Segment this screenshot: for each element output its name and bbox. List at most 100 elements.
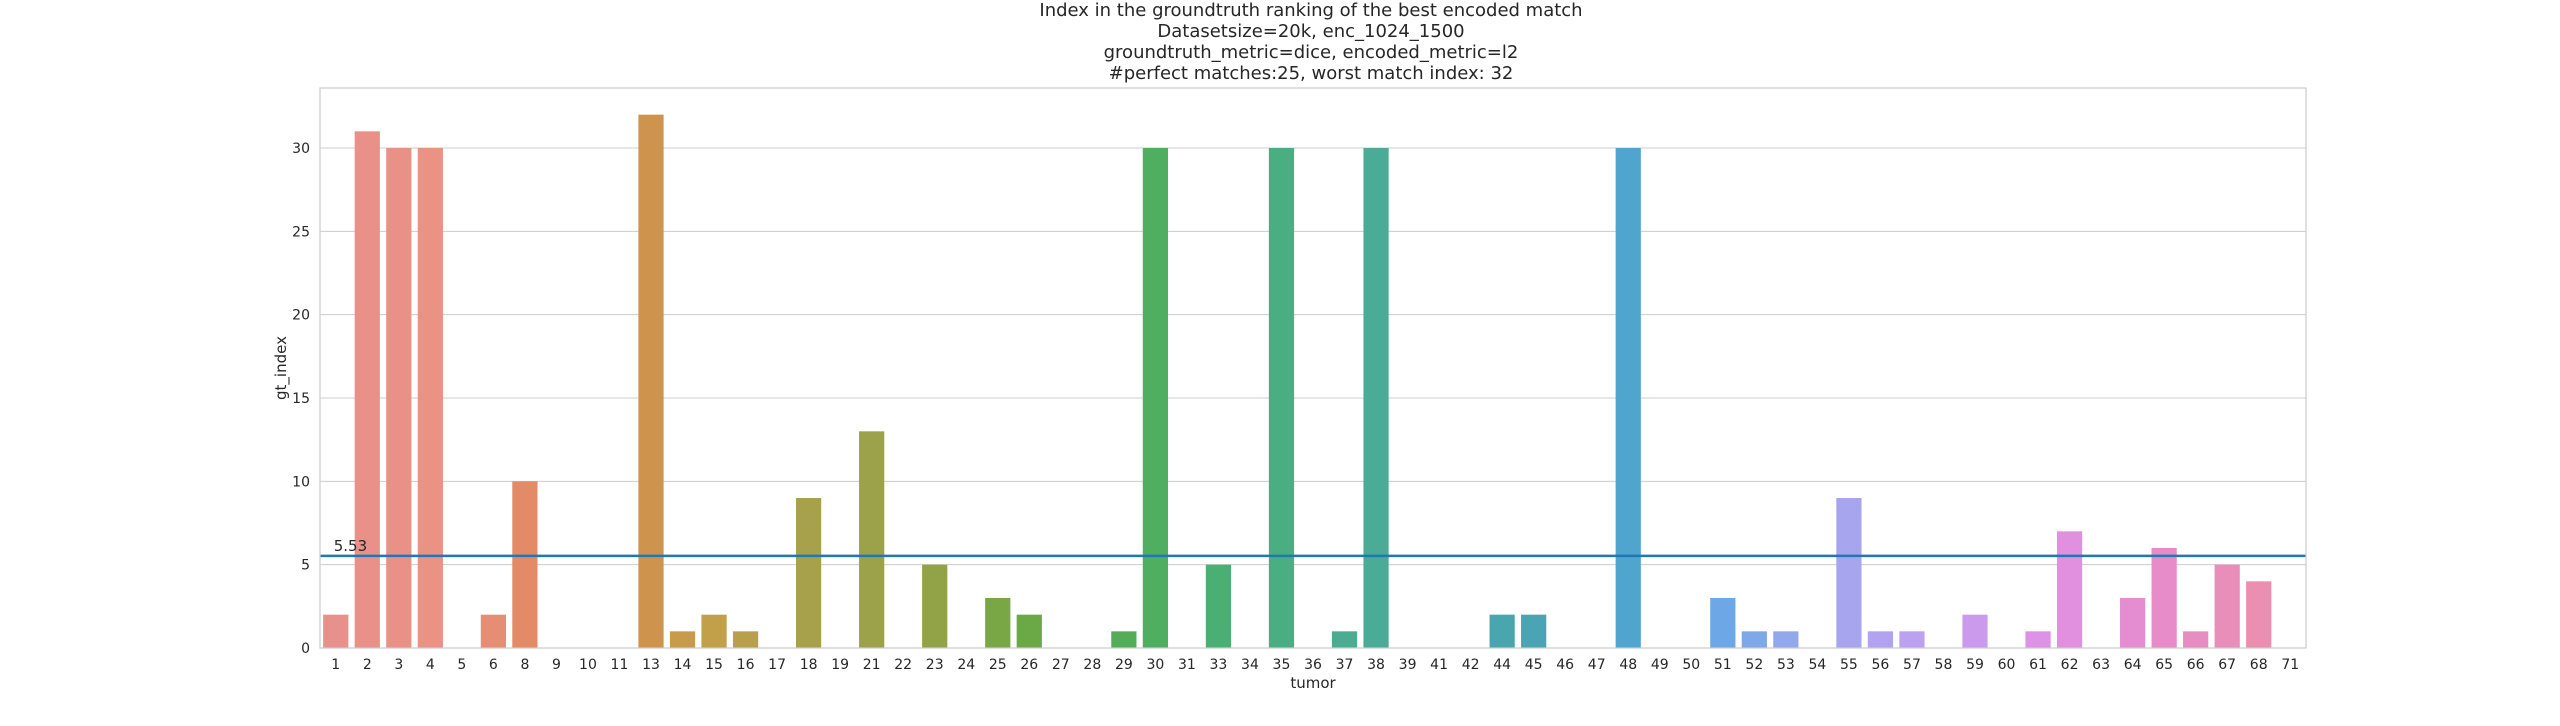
bar-tumor-33 [1205,564,1232,648]
bar-tumor-8 [512,481,538,648]
bar-tumor-2 [354,131,380,649]
x-tick-label: 10 [579,657,597,673]
x-tick-label: 14 [674,657,692,673]
x-tick-label: 4 [426,657,435,673]
x-tick-label: 33 [1210,657,1228,673]
y-tick-labels: 0 5 10 15 20 25 30 [292,141,310,657]
bar-tumor-35 [1268,148,1295,648]
bar-tumor-68 [2246,581,2272,648]
x-tick-label: 3 [394,657,403,673]
x-tick-label: 31 [1178,657,1196,673]
bar-tumor-65 [2151,548,2177,648]
x-tick-label: 50 [1682,657,1700,673]
x-tick-label: 29 [1115,657,1133,673]
x-tick-label: 9 [552,657,561,673]
x-tick-label: 52 [1745,657,1763,673]
title-line-1: Index in the groundtruth ranking of the … [1039,0,1582,21]
y-tick-label: 25 [292,224,310,240]
bar-tumor-55 [1836,498,1862,648]
bar-tumor-25 [985,598,1011,648]
x-tick-label: 67 [2218,657,2236,673]
bar-tumor-4 [417,148,443,648]
x-tick-label: 56 [1872,657,1890,673]
x-tick-label: 37 [1336,657,1354,673]
x-tick-label: 59 [1966,657,1984,673]
x-tick-label: 1 [331,657,340,673]
x-tick-label: 61 [2029,657,2047,673]
bar-tumor-1 [323,614,349,648]
bar-tumor-13 [638,114,664,648]
bar-tumor-62 [2056,531,2083,648]
x-tick-label: 49 [1651,657,1669,673]
bar-tumor-18 [796,498,822,648]
x-tick-labels: 1 2 3 4 5 6 8 9 10 11 13 14 15 16 17 18 19 21 22 23 24 25 26 27… [331,657,2299,673]
x-tick-label: 60 [1998,657,2016,673]
bar-tumor-38 [1363,148,1389,648]
bar-tumor-44 [1489,614,1515,648]
x-tick-label: 51 [1714,657,1732,673]
bar-tumor-23 [922,564,948,648]
chart-title: Index in the groundtruth ranking of the … [1039,0,1582,84]
bar-tumor-45 [1521,614,1547,648]
x-tick-label: 55 [1840,657,1858,673]
bar-tumor-37 [1331,631,1358,648]
x-tick-label: 8 [520,657,529,673]
bar-tumor-26 [1016,614,1042,648]
x-tick-label: 65 [2155,657,2173,673]
x-tick-label: 18 [800,657,818,673]
x-tick-label: 34 [1241,657,1259,673]
bar-tumor-51 [1710,598,1736,648]
x-tick-label: 35 [1273,657,1291,673]
x-tick-label: 71 [2281,657,2299,673]
x-tick-label: 25 [989,657,1007,673]
x-tick-label: 23 [926,657,944,673]
x-tick-label: 68 [2250,657,2268,673]
mean-line-label: 5.53 [334,537,367,555]
x-tick-label: 39 [1399,657,1417,673]
y-tick-label: 10 [292,474,310,490]
bar-tumor-48 [1615,148,1641,648]
x-tick-label: 44 [1493,657,1511,673]
bar-tumor-29 [1111,631,1137,648]
bars [323,114,2272,649]
x-tick-label: 48 [1619,657,1637,673]
x-tick-label: 13 [642,657,660,673]
title-line-4: #perfect matches:25, worst match index: … [1109,63,1514,84]
title-line-3: groundtruth_metric=dice, encoded_metric=… [1104,42,1519,63]
x-tick-label: 38 [1367,657,1385,673]
x-tick-label: 66 [2187,657,2205,673]
x-tick-label: 22 [894,657,912,673]
x-tick-label: 30 [1146,657,1164,673]
x-tick-label: 36 [1304,657,1322,673]
bar-tumor-16 [732,631,759,648]
x-tick-label: 27 [1052,657,1070,673]
bar-tumor-61 [2025,631,2051,648]
bar-tumor-53 [1773,631,1799,648]
x-tick-label: 21 [863,657,881,673]
x-tick-label: 42 [1462,657,1480,673]
bar-tumor-15 [701,614,727,648]
bar-tumor-52 [1741,631,1767,648]
bar-tumor-66 [2183,631,2209,648]
bar-tumor-56 [1867,631,1894,648]
y-tick-label: 15 [292,391,310,407]
x-tick-label: 19 [831,657,849,673]
title-line-2: Datasetsize=20k, enc_1024_1500 [1157,21,1464,42]
x-tick-label: 28 [1083,657,1101,673]
plot-frame [319,87,2307,649]
x-tick-label: 47 [1588,657,1606,673]
x-tick-label: 16 [737,657,755,673]
x-tick-label: 41 [1430,657,1448,673]
x-tick-label: 63 [2092,657,2110,673]
bar-tumor-57 [1899,631,1925,648]
x-tick-label: 54 [1808,657,1826,673]
x-tick-label: 2 [363,657,372,673]
x-tick-label: 64 [2124,657,2142,673]
bar-tumor-6 [480,614,506,648]
y-tick-label: 20 [292,308,310,324]
x-tick-label: 57 [1903,657,1921,673]
x-axis-label: tumor [1290,674,1336,692]
bar-tumor-21 [859,431,885,648]
x-tick-label: 11 [611,657,629,673]
